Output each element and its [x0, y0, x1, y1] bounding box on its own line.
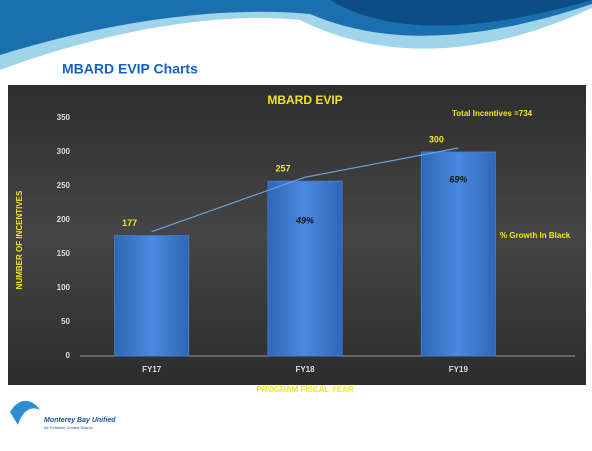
y-tick-label: 200 — [57, 215, 71, 224]
slide-title: MBARD EVIP Charts — [62, 61, 198, 77]
x-tick-label: FY18 — [295, 365, 315, 374]
annotation: Total Incentives =734 — [452, 109, 533, 118]
y-tick-label: 300 — [57, 147, 71, 156]
bar — [114, 235, 190, 357]
growth-label: 49% — [295, 216, 314, 226]
x-tick-label: FY19 — [449, 365, 469, 374]
logo-subtitle: Air Pollution Control District — [44, 425, 94, 430]
chart-title: MBARD EVIP — [267, 93, 342, 107]
growth-label: 69% — [449, 174, 467, 184]
logo-name: Monterey Bay Unified — [44, 417, 116, 424]
data-label: 257 — [275, 164, 290, 174]
data-label: 177 — [122, 218, 137, 228]
data-label: 300 — [429, 134, 444, 144]
y-tick-label: 0 — [66, 351, 71, 360]
logo: Monterey Bay Unified Air Pollution Contr… — [10, 400, 116, 430]
x-axis-label: PROGRAM FISCAL YEAR — [256, 385, 353, 394]
y-tick-label: 100 — [57, 283, 71, 292]
y-tick-label: 50 — [61, 317, 70, 326]
x-tick-label: FY17 — [142, 365, 162, 374]
bar — [420, 151, 496, 357]
annotation: % Growth In Black — [500, 231, 571, 240]
bar — [267, 180, 343, 357]
wave-decoration — [330, 0, 592, 26]
logo-icon — [10, 400, 40, 425]
chart: MBARD EVIP Total Incentives =734 % Growt… — [15, 93, 575, 394]
y-tick-label: 150 — [57, 249, 71, 258]
y-tick-label: 350 — [57, 113, 71, 122]
trend-line — [151, 147, 459, 233]
y-tick-label: 250 — [57, 181, 71, 190]
y-axis-label: NUMBER OF INCENTIVES — [15, 190, 24, 289]
